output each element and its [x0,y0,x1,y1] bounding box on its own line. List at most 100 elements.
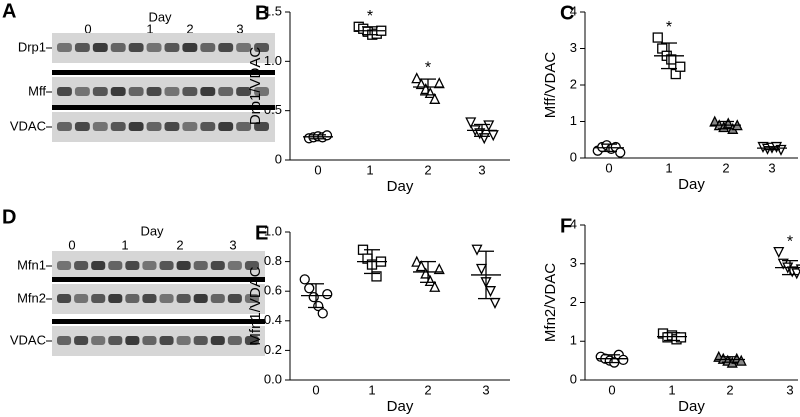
data-point [433,263,445,275]
x-tick-label: 2 [424,162,431,177]
lane-label: 2 [176,237,183,252]
blot-band [108,336,123,345]
blot-sep [52,277,265,282]
x-tick-label: 0 [605,160,612,175]
blot-sep [52,70,275,75]
x-tick-label: 3 [768,160,775,175]
blot-band [91,294,106,303]
y-tick-label: 0 [275,151,282,166]
lane-label: 2 [186,21,193,36]
blot-band [176,261,191,270]
blot-band [57,261,72,270]
data-point [675,332,687,343]
data-point [484,286,497,298]
x-tick-label: 0 [608,382,615,397]
data-point [666,54,677,65]
data-point [465,117,477,129]
x-tick-label: 3 [482,382,489,397]
blot-band [227,294,242,303]
x-axis-label: Day [387,398,414,415]
x-tick-label: 3 [786,382,793,397]
blot-band [110,122,126,131]
data-point [483,120,495,132]
x-tick-label: 1 [665,160,672,175]
x-axis-label: Day [678,398,705,415]
data-point [618,354,629,366]
y-tick-label: 3 [570,40,577,55]
data-point [371,271,382,282]
blot-sep [52,319,265,324]
y-axis-label: Drp1/VDAC [247,47,264,126]
y-axis-label: Mfn2/VDAC [542,263,559,342]
y-tick-label: 4 [570,216,577,231]
x-tick-label: 1 [368,382,375,397]
x-tick-label: 0 [312,382,319,397]
blot-band [200,87,216,96]
blot-band [227,261,242,270]
lane-label: 1 [146,21,153,36]
y-tick-label: 0 [570,149,577,164]
blot-title: Day [140,223,164,238]
data-point [429,280,441,292]
y-tick-label: 1 [570,113,577,128]
blot-band [176,294,191,303]
blot-band [210,294,225,303]
y-axis-label: Mfn1/VDAC [247,266,264,345]
row-label: Mfn1 [17,257,46,272]
data-point [773,246,785,259]
blot-band [57,336,72,345]
blot-band [92,87,108,96]
data-point [411,255,423,267]
y-tick-label: 0.4 [264,312,282,327]
blot-band [193,336,208,345]
row-label: VDAC [10,332,46,347]
data-point [304,283,315,294]
panel-letter: E [255,222,268,244]
blot-band [254,43,269,52]
x-tick-label: 2 [726,382,733,397]
y-tick-label: 0.0 [264,371,282,386]
blot-band [164,43,180,52]
blot-sep [52,105,275,110]
y-tick-label: 2 [570,76,577,91]
blot-band [210,261,225,270]
data-point [411,72,423,84]
blot-band [125,336,140,345]
data-point [791,268,800,280]
blot-band [182,43,198,52]
blot-band [244,336,259,345]
blot-band [146,87,162,96]
lane-label: 3 [229,237,236,252]
y-tick-label: 1.0 [264,223,282,238]
x-axis-label: Day [387,178,414,195]
data-point [299,274,310,285]
blot-band [254,122,269,131]
blot-band [74,336,89,345]
data-point [652,32,663,43]
row-label: VDAC [10,118,46,133]
x-tick-label: 0 [314,162,321,177]
panel-letter: C [560,2,574,24]
blot-band [74,43,90,52]
blot-band [110,43,126,52]
blot-band [164,122,180,131]
x-tick-label: 1 [668,382,675,397]
blot-band [142,261,157,270]
blot-band [128,122,144,131]
blot-band [142,336,157,345]
lane-label: 0 [84,21,91,36]
blot-band [125,261,140,270]
lane-label: 1 [121,237,128,252]
blot-band [236,122,252,131]
blot-band [200,43,216,52]
blot-band [227,336,242,345]
y-tick-label: 1 [570,333,577,348]
blot-band [182,122,198,131]
panel-letter: B [255,2,269,24]
blot-band [218,43,234,52]
x-tick-label: 2 [722,160,729,175]
blot-band [108,261,123,270]
y-tick-label: 0.2 [264,342,282,357]
blot-band [57,43,72,52]
blot-band [74,87,90,96]
